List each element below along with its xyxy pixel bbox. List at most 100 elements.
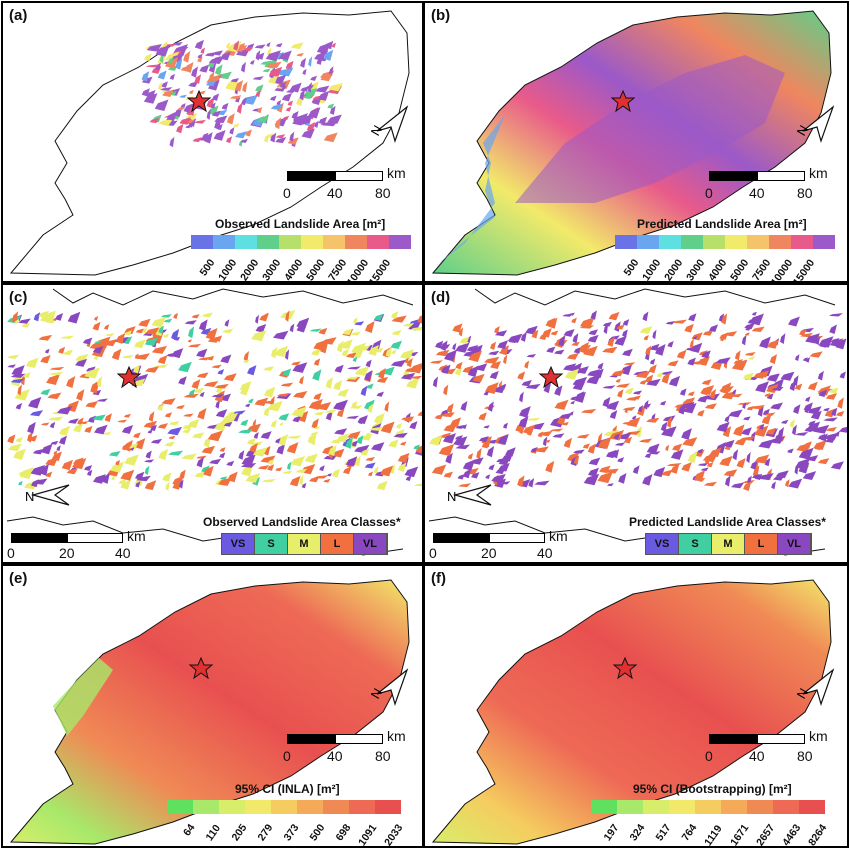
- landslide-polygon: [134, 339, 146, 349]
- landslide-polygon: [93, 355, 99, 360]
- landslide-polygon: [159, 87, 173, 91]
- landslide-polygon: [443, 384, 449, 396]
- landslide-polygon: [349, 405, 363, 409]
- landslide-polygon: [680, 402, 692, 409]
- landslide-polygon: [143, 53, 152, 62]
- landslide-polygon: [241, 454, 256, 467]
- landslide-polygon: [220, 354, 232, 364]
- landslide-polygon: [365, 457, 376, 462]
- panel-label: (c): [9, 289, 28, 306]
- ci-surface: [431, 579, 832, 845]
- landslide-polygon: [292, 362, 308, 373]
- landslide-polygon: [289, 475, 301, 487]
- landslide-polygon: [28, 396, 42, 409]
- landslide-polygon: [226, 113, 235, 125]
- panel-c: (c) N km 0 20 40 Observed Landslide Area…: [1, 283, 424, 564]
- landslide-polygon: [583, 473, 600, 486]
- landslide-polygon: [145, 327, 160, 335]
- landslide-polygon: [191, 314, 200, 319]
- ramp-swatch: [389, 235, 411, 249]
- landslide-polygon: [223, 373, 237, 382]
- landslide-polygon: [744, 352, 756, 356]
- landslide-polygon: [189, 89, 194, 95]
- class-swatch-s: S: [255, 534, 288, 554]
- landslide-polygon: [282, 115, 290, 121]
- landslide-polygon: [263, 366, 275, 371]
- landslide-polygon: [807, 381, 818, 391]
- map-ci-inla: [9, 579, 410, 845]
- landslide-polygon: [742, 372, 754, 380]
- landslide-polygon: [249, 443, 258, 453]
- landslide-polygon: [206, 424, 218, 429]
- landslide-polygon: [305, 85, 314, 89]
- landslide-polygon: [313, 339, 329, 351]
- landslide-polygon: [817, 388, 833, 393]
- landslide-polygon: [709, 447, 722, 458]
- landslide-polygon: [644, 452, 652, 459]
- landslide-polygon: [478, 412, 487, 421]
- landslide-polygon: [301, 482, 307, 489]
- landslide-polygon: [331, 42, 336, 48]
- landslide-polygon: [530, 447, 538, 453]
- landslide-polygon: [571, 317, 577, 324]
- landslide-polygon: [741, 334, 747, 346]
- map-observed-area: [9, 10, 410, 276]
- landslide-polygon: [7, 434, 16, 444]
- landslide-polygon: [319, 465, 325, 472]
- landslide-polygon: [831, 407, 838, 417]
- landslide-polygon: [704, 453, 711, 465]
- scale-label-0: 0: [283, 748, 291, 764]
- landslide-polygon: [263, 312, 269, 319]
- landslide-polygon: [346, 415, 360, 419]
- landslide-polygon: [360, 448, 370, 456]
- landslide-polygon: [192, 432, 205, 439]
- landslide-polygon: [145, 64, 161, 68]
- landslide-polygon: [500, 383, 507, 390]
- landslide-polygon: [478, 436, 489, 443]
- landslide-polygon: [175, 405, 185, 410]
- ramp-swatch: [725, 235, 747, 249]
- ramp-swatch: [747, 800, 773, 814]
- landslide-polygon: [404, 466, 419, 478]
- landslide-polygon: [238, 450, 245, 460]
- landslide-polygon: [110, 461, 125, 473]
- landslide-polygon: [179, 117, 191, 125]
- landslide-polygon: [588, 467, 600, 477]
- landslide-polygon: [144, 459, 155, 463]
- landslide-polygon: [138, 318, 151, 327]
- landslide-polygon: [446, 403, 454, 414]
- landslide-polygon: [215, 399, 221, 409]
- landslide-polygon: [32, 478, 48, 485]
- landslide-polygon: [289, 323, 295, 333]
- landslide-polygon: [403, 416, 415, 422]
- landslide-polygon: [18, 480, 23, 486]
- landslide-polygon: [242, 81, 248, 93]
- ramp-swatch: [721, 800, 747, 814]
- landslide-polygon: [606, 468, 619, 474]
- landslide-polygon: [724, 475, 731, 487]
- landslide-polygon: [667, 341, 674, 348]
- landslide-polygon: [312, 369, 322, 381]
- landslide-polygon: [570, 396, 578, 401]
- landslide-polygon: [484, 382, 499, 395]
- landslide-polygon: [291, 406, 307, 418]
- landslide-polygon: [750, 460, 758, 470]
- landslide-polygon: [234, 97, 241, 103]
- landslide-polygon: [313, 392, 322, 401]
- landslide-polygon: [761, 414, 772, 425]
- landslide-polygon: [206, 108, 211, 120]
- landslide-polygon: [350, 331, 361, 336]
- landslide-polygon: [472, 373, 485, 383]
- landslide-polygon: [563, 329, 575, 337]
- landslide-polygon: [40, 388, 51, 396]
- landslide-polygon: [548, 317, 558, 329]
- landslide-polygon: [622, 319, 630, 326]
- landslide-polygon: [314, 411, 325, 416]
- landslide-polygon: [310, 431, 319, 436]
- landslide-polygon: [272, 330, 289, 340]
- landslide-polygon: [233, 123, 240, 128]
- ramp-swatch: [643, 800, 669, 814]
- landslide-polygon: [371, 442, 385, 451]
- landslide-polygon: [266, 42, 271, 47]
- landslide-polygon: [92, 345, 104, 354]
